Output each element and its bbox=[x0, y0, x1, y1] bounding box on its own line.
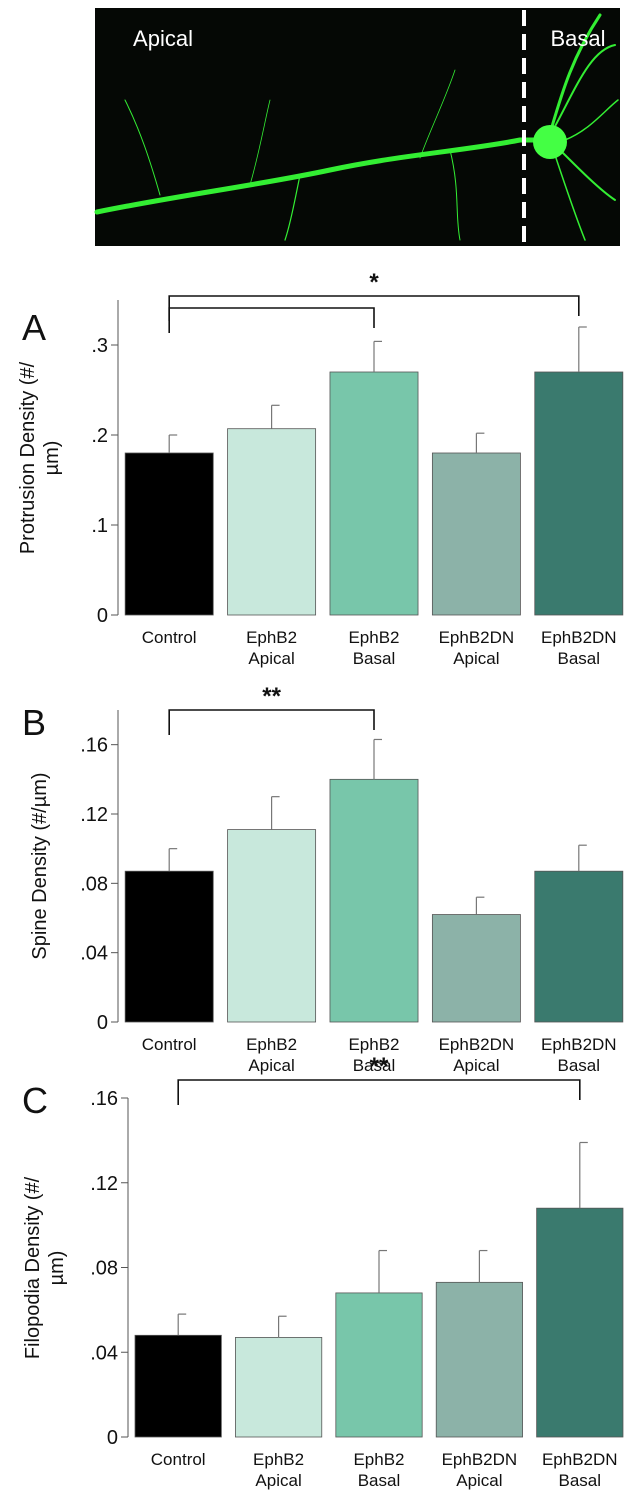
y-tick-label: .1 bbox=[91, 515, 108, 537]
x-tick-label: EphB2DN Apical bbox=[438, 1035, 515, 1075]
x-tick-label: EphB2DN Apical bbox=[438, 628, 515, 668]
y-tick-label: .16 bbox=[90, 1088, 118, 1110]
x-tick-label: EphB2 Apical bbox=[246, 628, 298, 668]
bar bbox=[435, 1281, 523, 1438]
significance-bracket bbox=[168, 709, 375, 735]
bar bbox=[124, 870, 214, 1023]
bar bbox=[329, 371, 419, 616]
y-tick-label: .08 bbox=[80, 873, 108, 895]
x-tick-label: EphB2 Apical bbox=[253, 1450, 305, 1490]
region-label: Basal bbox=[550, 26, 605, 51]
x-tick-label: EphB2DN Basal bbox=[541, 1450, 618, 1490]
x-tick-label: EphB2 Basal bbox=[353, 1450, 405, 1490]
panel-letter: B bbox=[22, 702, 46, 743]
significance-label: ** bbox=[262, 683, 281, 710]
significance-bracket bbox=[168, 307, 375, 333]
y-tick-label: .12 bbox=[80, 804, 108, 826]
significance-label: ** bbox=[370, 1053, 389, 1080]
bar bbox=[329, 778, 419, 1023]
bar bbox=[534, 870, 624, 1023]
bar bbox=[134, 1334, 222, 1438]
bar bbox=[431, 452, 521, 616]
bar bbox=[227, 428, 317, 616]
y-tick-label: .08 bbox=[90, 1258, 118, 1280]
bar bbox=[335, 1292, 423, 1438]
micrograph: Apical Basal bbox=[94, 8, 620, 246]
bar bbox=[227, 829, 317, 1023]
bar bbox=[235, 1337, 323, 1438]
x-tick-label: EphB2DN Basal bbox=[540, 628, 617, 668]
panel-letter: A bbox=[22, 307, 46, 348]
bar bbox=[124, 452, 214, 616]
x-tick-label: EphB2DN Apical bbox=[441, 1450, 518, 1490]
x-tick-label: Control bbox=[150, 1450, 206, 1469]
bar bbox=[534, 371, 624, 616]
y-axis-label: Protrusion Density (#/µm) bbox=[17, 361, 63, 554]
y-tick-label: 0 bbox=[97, 1012, 108, 1034]
y-tick-label: .2 bbox=[91, 425, 108, 447]
bar bbox=[431, 914, 521, 1023]
significance-label: * bbox=[369, 269, 379, 296]
x-tick-label: EphB2 Basal bbox=[348, 628, 400, 668]
y-axis-label: Filopodia Density (#/µm) bbox=[22, 1176, 68, 1359]
y-axis-label: Spine Density (#/µm) bbox=[29, 772, 51, 960]
y-tick-label: .16 bbox=[80, 735, 108, 757]
panel-letter: C bbox=[22, 1080, 48, 1121]
region-label: Apical bbox=[133, 26, 193, 51]
bar bbox=[536, 1207, 624, 1438]
x-tick-label: EphB2DN Basal bbox=[540, 1035, 617, 1075]
y-tick-label: 0 bbox=[97, 605, 108, 627]
y-tick-label: .12 bbox=[90, 1173, 118, 1195]
x-tick-label: Control bbox=[141, 628, 197, 647]
y-tick-label: .04 bbox=[80, 943, 108, 965]
y-tick-label: 0 bbox=[107, 1427, 118, 1449]
x-tick-label: Control bbox=[141, 1035, 197, 1054]
significance-bracket bbox=[177, 1079, 581, 1105]
y-tick-label: .3 bbox=[91, 335, 108, 357]
x-tick-label: EphB2 Basal bbox=[348, 1035, 400, 1075]
y-tick-label: .04 bbox=[90, 1342, 118, 1364]
x-tick-label: EphB2 Apical bbox=[246, 1035, 298, 1075]
